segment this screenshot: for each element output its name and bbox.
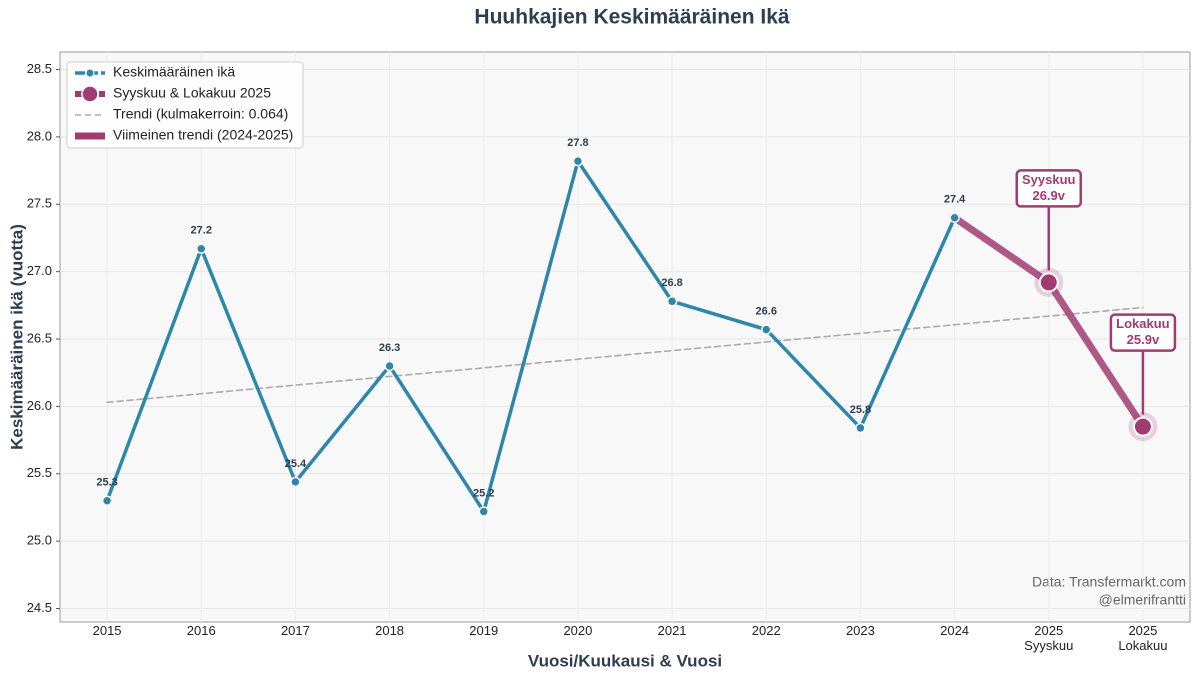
x-tick-label: 2022 bbox=[752, 623, 781, 638]
data-point bbox=[949, 212, 960, 223]
y-tick-label: 25.5 bbox=[27, 465, 52, 480]
annotation-text: Syyskuu bbox=[1022, 172, 1076, 187]
x-tick-label-line: 2018 bbox=[375, 623, 404, 638]
annotation-text: Lokakuu bbox=[1116, 316, 1170, 331]
legend-label: Viimeinen trendi (2024-2025) bbox=[113, 127, 293, 143]
x-tick-label: 2017 bbox=[281, 623, 310, 638]
y-tick-label: 26.5 bbox=[27, 330, 52, 345]
x-tick-label: 2015 bbox=[93, 623, 122, 638]
x-tick-label: 2025 Syyskuu bbox=[1024, 623, 1073, 653]
y-tick-label: 26.0 bbox=[27, 398, 52, 413]
data-label: 27.4 bbox=[944, 194, 966, 206]
x-tick-label: 2021 bbox=[658, 623, 687, 638]
annotation-text: 26.9v bbox=[1032, 188, 1065, 203]
x-tick-label: 2018 bbox=[375, 623, 404, 638]
y-axis-label: Keskimääräinen ikä (vuotta) bbox=[7, 224, 26, 450]
data-point bbox=[384, 360, 395, 372]
x-tick-label-line: 2022 bbox=[752, 623, 781, 638]
legend-label: Trendi (kulmakerroin: 0.064) bbox=[113, 106, 288, 122]
x-tick-label: 2024 bbox=[940, 623, 969, 638]
legend-label: Syyskuu & Lokakuu 2025 bbox=[113, 85, 271, 101]
y-tick-label: 25.0 bbox=[27, 533, 52, 548]
x-tick-label-line: 2021 bbox=[658, 623, 687, 638]
data-point bbox=[855, 422, 866, 434]
data-point bbox=[666, 296, 678, 307]
series-line bbox=[106, 306, 1144, 404]
data-label: 25.8 bbox=[850, 404, 871, 416]
x-tick-label-line: 2017 bbox=[281, 623, 310, 638]
annotation-box bbox=[1109, 313, 1177, 352]
source: @elmerifrantti bbox=[1099, 592, 1186, 608]
x-tick-label-line: 2015 bbox=[93, 623, 122, 638]
x-tick-label-line: Syyskuu bbox=[1024, 638, 1073, 653]
x-tick-label: 2025 Lokakuu bbox=[1118, 623, 1167, 653]
x-tick-label-line: 2023 bbox=[846, 623, 875, 638]
data-point bbox=[1132, 416, 1153, 437]
x-axis-label: Vuosi/Kuukausi & Vuosi bbox=[528, 651, 722, 670]
legend-box bbox=[66, 61, 304, 149]
x-tick-label: 2023 bbox=[846, 623, 875, 638]
annotation-text: 25.9v bbox=[1127, 332, 1160, 347]
x-tick-label-line: 2025 bbox=[1034, 623, 1063, 638]
x-tick-label: 2016 bbox=[187, 623, 216, 638]
data-label: 26.6 bbox=[756, 305, 777, 317]
x-tick-label-line: 2016 bbox=[187, 623, 216, 638]
data-label: 27.2 bbox=[191, 225, 212, 237]
legend-marker bbox=[81, 85, 99, 103]
data-label: 26.3 bbox=[379, 342, 400, 354]
data-label: 27.8 bbox=[567, 137, 588, 149]
x-tick-label: 2020 bbox=[563, 623, 592, 638]
y-tick-label: 27.5 bbox=[27, 196, 52, 211]
data-point bbox=[101, 495, 113, 506]
x-tick-label-line: 2019 bbox=[469, 623, 498, 638]
x-tick-label-line: 2025 bbox=[1128, 623, 1157, 638]
data-label: 26.8 bbox=[661, 277, 682, 289]
data-point bbox=[196, 243, 207, 254]
data-point bbox=[290, 476, 301, 488]
y-tick-label: 28.0 bbox=[27, 128, 52, 143]
series-line bbox=[105, 159, 957, 514]
data-point bbox=[761, 324, 772, 335]
x-tick-label-line: 2024 bbox=[940, 623, 969, 638]
x-tick-label-line: 2020 bbox=[563, 623, 592, 638]
source: Data: Transfermarkt.com bbox=[1032, 574, 1186, 590]
x-tick-label: 2019 bbox=[469, 623, 498, 638]
data-point bbox=[478, 506, 489, 517]
x-tick-label-line: Lokakuu bbox=[1118, 638, 1167, 653]
data-label: 25.3 bbox=[96, 477, 117, 489]
data-label: 25.4 bbox=[285, 458, 307, 470]
data-point bbox=[1038, 272, 1059, 293]
legend-marker bbox=[85, 68, 95, 78]
y-tick-label: 28.5 bbox=[27, 61, 52, 76]
data-label: 25.2 bbox=[473, 487, 494, 499]
y-tick-label: 24.5 bbox=[27, 600, 52, 615]
chart-title: Huuhkajien Keskimääräinen Ikä bbox=[474, 6, 789, 29]
legend-label: Keskimääräinen ikä bbox=[113, 64, 235, 80]
data-point bbox=[572, 155, 584, 167]
y-tick-label: 27.0 bbox=[27, 263, 52, 278]
annotation-box bbox=[1015, 169, 1082, 208]
